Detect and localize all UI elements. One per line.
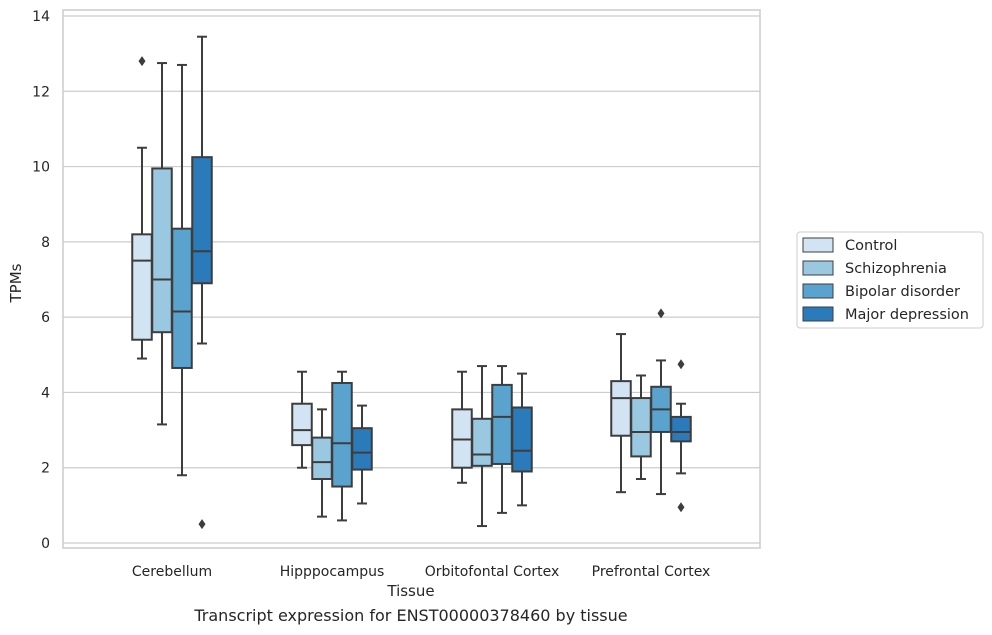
chart-caption: Transcript expression for ENST0000037846…	[194, 606, 628, 625]
x-tick-label: Cerebellum	[132, 564, 212, 580]
outlier-point	[657, 308, 665, 319]
legend-frame	[796, 231, 984, 329]
x-tick-labels: Cerebellum Hipppocampus Orbitofontal Corte…	[132, 564, 710, 580]
box-plot	[291, 370, 313, 469]
box-plot	[311, 408, 333, 518]
box-iqr	[291, 402, 313, 447]
box-plot	[151, 62, 173, 426]
y-axis-label: TPMs	[7, 263, 25, 303]
legend-item: Bipolar disorder	[802, 283, 960, 300]
box-iqr	[630, 397, 652, 458]
y-tick-label: 12	[32, 84, 50, 100]
y-tick-labels: 0 2 4 6 8 10 12 14	[32, 9, 50, 552]
box-iqr	[311, 436, 333, 481]
box-plot	[670, 359, 692, 513]
outlier-point	[138, 56, 146, 67]
legend-swatch	[802, 237, 834, 253]
box-iqr	[351, 427, 373, 471]
y-tick-label: 4	[41, 385, 50, 401]
box-iqr	[471, 417, 493, 467]
legend-label: Schizophrenia	[845, 261, 947, 277]
x-tick-label: Prefrontal Cortex	[592, 564, 711, 580]
y-tick-label: 0	[41, 536, 50, 552]
box-iqr	[191, 156, 213, 285]
legend: Control Schizophrenia Bipolar disorder Majo…	[796, 231, 984, 329]
box-plot	[351, 404, 373, 505]
y-tick-label: 14	[32, 9, 50, 25]
box-plot	[491, 365, 513, 514]
box-iqr	[491, 383, 513, 465]
legend-label: Control	[845, 238, 897, 254]
legend-label: Bipolar disorder	[845, 284, 960, 300]
y-tick-label: 8	[41, 235, 50, 251]
box-plot	[511, 372, 533, 507]
box-plot	[650, 308, 672, 496]
box-plot	[171, 63, 193, 477]
series-schizophrenia	[151, 62, 652, 528]
box-plot	[131, 56, 153, 360]
box-iqr	[331, 382, 353, 488]
y-tick-label: 6	[41, 310, 50, 326]
box-series	[131, 35, 692, 530]
legend-label: Major depression	[845, 307, 969, 323]
outlier-point	[677, 359, 685, 370]
outlier-point	[677, 502, 685, 513]
box-iqr	[131, 233, 153, 341]
outlier-point	[198, 519, 206, 530]
legend-swatch	[802, 306, 834, 322]
series-bipolar-disorder	[171, 63, 672, 522]
legend-item: Control	[802, 237, 897, 254]
box-iqr	[151, 167, 173, 334]
x-axis-label: Tissue	[386, 582, 434, 600]
legend-item: Major depression	[802, 306, 969, 323]
y-tick-label: 2	[41, 461, 50, 477]
x-tick-label: Orbitofontal Cortex	[425, 564, 560, 580]
y-tick-label: 10	[32, 160, 50, 176]
box-iqr	[171, 227, 193, 369]
box-iqr	[670, 415, 692, 443]
plot-frame	[62, 9, 761, 549]
legend-swatch	[802, 260, 834, 276]
x-tick-label: Hipppocampus	[280, 564, 385, 580]
box-iqr	[610, 380, 632, 437]
box-iqr	[511, 406, 533, 473]
box-plot	[191, 35, 213, 530]
series-major-depression	[191, 35, 692, 530]
legend-swatch	[802, 283, 834, 299]
series-control	[131, 56, 632, 494]
legend-item: Schizophrenia	[802, 260, 947, 277]
